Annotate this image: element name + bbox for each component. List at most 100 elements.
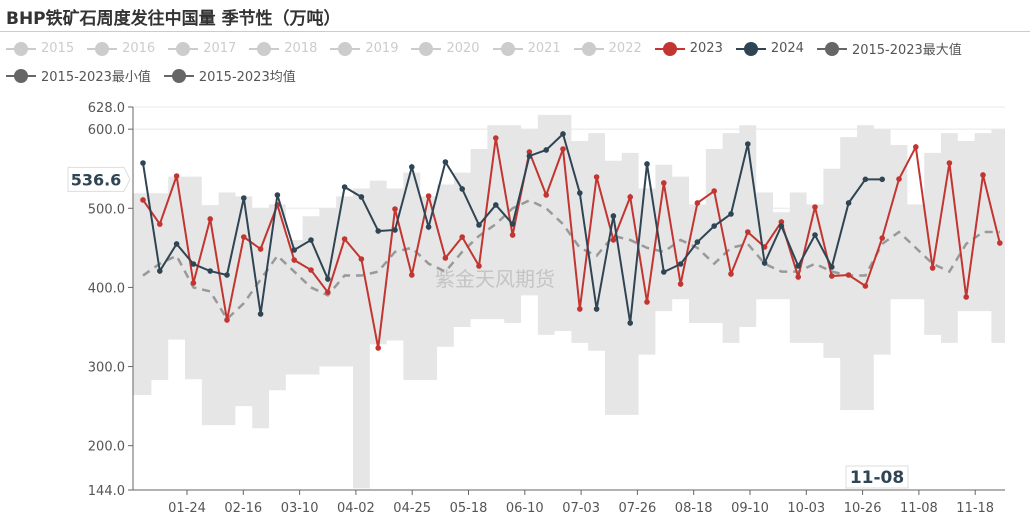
data-point-2023 [795, 274, 801, 280]
x-tick-label: 01-24 [168, 501, 206, 516]
data-point-2024 [325, 276, 331, 282]
x-tick-label: 04-02 [337, 501, 375, 516]
legend-label: 2023 [689, 41, 723, 56]
data-point-2023 [173, 173, 180, 179]
legend-item-2023[interactable]: 2023 [654, 41, 723, 56]
y-tick-label: 500.0 [88, 202, 125, 217]
data-point-2023 [711, 188, 717, 194]
data-point-2023 [610, 237, 617, 243]
legend-marker-icon [249, 41, 280, 56]
legend-item-2015-2023最大值[interactable]: 2015-2023最大值 [816, 39, 962, 58]
data-point-2024 [274, 192, 281, 198]
legend-label: 2017 [203, 41, 237, 56]
x-tick-label: 02-16 [224, 501, 262, 516]
data-point-2024 [375, 228, 382, 234]
legend-item-2018[interactable]: 2018 [249, 41, 317, 56]
legend-item-2021[interactable]: 2021 [492, 41, 561, 56]
data-point-2024 [442, 159, 449, 165]
legend-item-2016[interactable]: 2016 [87, 41, 155, 56]
data-point-2024 [661, 269, 667, 275]
legend-item-2015-2023最小值[interactable]: 2015-2023最小值 [6, 66, 151, 85]
data-point-2024 [761, 260, 768, 266]
legend-item-2020[interactable]: 2020 [411, 41, 480, 56]
data-point-2024 [593, 306, 600, 312]
data-point-2023 [157, 221, 163, 227]
average-line [142, 198, 1000, 322]
series-2024 [140, 131, 885, 326]
data-point-2023 [845, 272, 852, 278]
data-point-2024 [207, 268, 213, 274]
legend-item-2015[interactable]: 2015 [6, 41, 74, 56]
data-point-2023 [425, 193, 432, 199]
data-point-2023 [224, 317, 230, 323]
data-point-2023 [644, 299, 650, 305]
data-point-2023 [577, 306, 583, 312]
x-tick-label: 03-10 [281, 501, 319, 516]
y-tick-label: 200.0 [88, 440, 125, 455]
legend-marker-icon [330, 41, 361, 56]
data-point-2023 [593, 174, 600, 180]
legend-marker-icon [87, 41, 118, 56]
y-tick-label: 400.0 [88, 281, 125, 296]
legend-row: 2015-2023最小值 2015-2023均值 [6, 66, 309, 85]
data-point-2023 [392, 206, 398, 212]
data-point-2023 [140, 197, 146, 203]
data-point-2023 [375, 345, 382, 351]
x-tick-label: 11-18 [956, 501, 994, 516]
data-point-2024 [694, 239, 701, 245]
data-point-2023 [308, 267, 314, 273]
data-point-2024 [728, 211, 734, 217]
data-point-2024 [795, 263, 801, 269]
data-point-2023 [476, 263, 482, 269]
data-point-2024 [493, 202, 499, 208]
legend-marker-icon [735, 41, 766, 56]
data-point-2023 [896, 176, 902, 182]
data-point-2023 [358, 256, 365, 262]
data-point-2023 [829, 273, 835, 279]
x-tick-label: 05-18 [450, 501, 488, 516]
data-point-2023 [257, 246, 264, 252]
legend-label: 2020 [446, 41, 480, 56]
legend-item-2024[interactable]: 2024 [735, 41, 804, 56]
data-point-2024 [409, 164, 415, 170]
legend-item-2019[interactable]: 2019 [330, 41, 398, 56]
data-point-2024 [190, 261, 197, 267]
x-tick-label: 08-18 [675, 501, 713, 516]
data-point-2024 [308, 237, 314, 243]
x-tick-label: 10-03 [787, 501, 825, 516]
legend-label: 2016 [122, 41, 156, 56]
data-point-2023 [190, 280, 197, 286]
legend-item-2022[interactable]: 2022 [573, 41, 642, 56]
data-point-2023 [745, 229, 751, 235]
data-point-2023 [493, 135, 499, 141]
data-point-2024 [157, 268, 163, 274]
data-point-2023 [879, 235, 885, 241]
data-point-2023 [946, 160, 953, 166]
legend-label: 2015-2023最小值 [41, 70, 151, 85]
legend-item-2017[interactable]: 2017 [168, 41, 236, 56]
legend-label: 2015-2023最大值 [851, 43, 962, 58]
x-tick-label: 04-25 [393, 501, 431, 516]
y-pointer-box [67, 166, 131, 192]
data-point-2024 [610, 213, 617, 219]
x-tick-label: 07-03 [562, 501, 600, 516]
data-point-2024 [392, 227, 398, 233]
x-pointer-label: 11-08 [850, 468, 904, 488]
legend-label: 2015-2023均值 [198, 70, 296, 85]
legend-item-2015-2023均值[interactable]: 2015-2023均值 [163, 66, 296, 85]
data-point-2024 [879, 176, 885, 183]
data-point-2023 [509, 232, 516, 238]
data-point-2024 [173, 241, 180, 247]
data-point-2024 [257, 311, 264, 317]
data-point-2023 [543, 192, 549, 198]
legend-marker-icon [654, 41, 685, 56]
data-point-2024 [862, 176, 869, 183]
data-point-2024 [829, 264, 835, 270]
y-tick-label: 144.0 [88, 484, 125, 499]
legend-label: 2024 [770, 41, 804, 56]
data-point-2023 [812, 204, 818, 210]
data-point-2023 [997, 240, 1003, 246]
x-tick-label: 10-26 [844, 501, 882, 516]
legend-label: 2021 [527, 41, 561, 56]
